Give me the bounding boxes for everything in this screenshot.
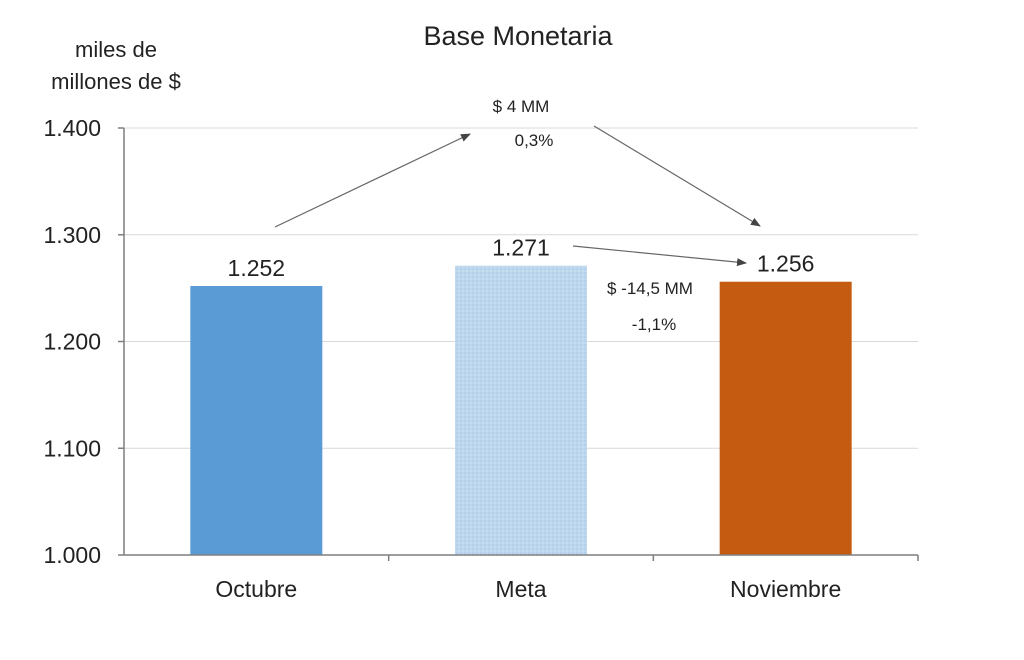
- annotation-2-line-2: -1,1%: [632, 315, 676, 334]
- annotation-1-arrow-up: [274, 133, 471, 228]
- bar-meta: [455, 265, 587, 555]
- bar-octubre: [190, 285, 323, 555]
- y-tick-label: 1.000: [43, 542, 101, 568]
- data-label: 1.256: [757, 251, 815, 277]
- y-axis-ticks: 1.000 1.100 1.200 1.300 1.400: [43, 115, 124, 568]
- x-category-label: Meta: [495, 576, 546, 602]
- x-category-label: Octubre: [215, 576, 297, 602]
- bars: [190, 265, 852, 555]
- annotation-1-line-2: 0,3%: [515, 131, 554, 150]
- annotation-2-line-1: $ -14,5 MM: [607, 279, 693, 298]
- annotation-2-arrow: [572, 245, 747, 267]
- y-tick-label: 1.400: [43, 115, 101, 141]
- y-axis-label-line-1: miles de: [75, 37, 157, 62]
- bar-noviembre: [719, 281, 852, 555]
- annotation-difference-meta: $ 4 MM 0,3%: [274, 97, 761, 228]
- x-category-label: Noviembre: [730, 576, 841, 602]
- y-tick-label: 1.100: [43, 435, 101, 461]
- y-tick-label: 1.200: [43, 329, 101, 355]
- chart-title: Base Monetaria: [423, 21, 613, 51]
- y-tick-label: 1.300: [43, 222, 101, 248]
- annotation-difference-noviembre: $ -14,5 MM -1,1%: [572, 245, 747, 334]
- data-labels: 1.252 1.271 1.256: [228, 235, 815, 281]
- category-labels: Octubre Meta Noviembre: [215, 555, 919, 602]
- data-label: 1.271: [492, 235, 550, 261]
- annotation-1-arrow-down: [593, 125, 761, 227]
- data-label: 1.252: [228, 255, 286, 281]
- annotation-1-line-1: $ 4 MM: [493, 97, 550, 116]
- y-axis-label-line-2: millones de $: [51, 69, 181, 94]
